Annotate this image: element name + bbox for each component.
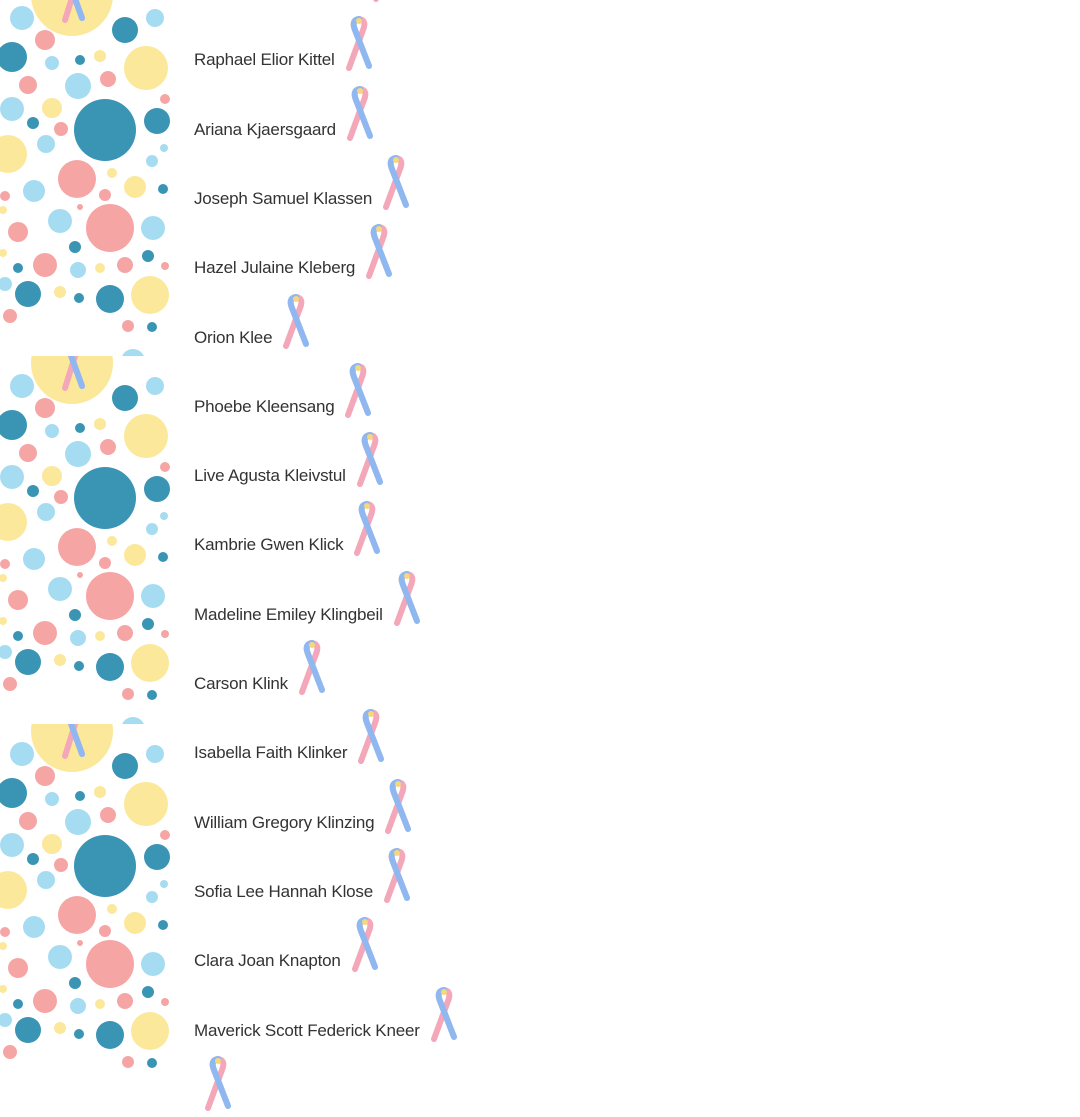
awareness-ribbon-icon <box>368 0 402 3</box>
list-item: Phoebe Kleensang <box>194 362 374 418</box>
person-name: Sofia Lee Hannah Klose <box>194 881 373 901</box>
person-name: Raphael Elior Kittel <box>194 50 335 70</box>
awareness-ribbon-icon <box>352 432 386 488</box>
awareness-ribbon-icon <box>426 986 460 1043</box>
person-name: Isabella Faith Klinker <box>194 743 348 763</box>
awareness-ribbon-icon <box>379 847 413 904</box>
list-item: Live Agusta Kleivstul <box>194 432 386 488</box>
list-item: Carter Brandt Kitchens <box>194 0 402 3</box>
awareness-ribbon-icon <box>389 570 423 627</box>
list-item: William Gregory Klinzing <box>194 778 414 834</box>
person-name: Madeline Emiley Klingbeil <box>194 604 383 624</box>
list-item: Hazel Julaine Kleberg <box>194 224 395 280</box>
awareness-ribbon-icon <box>380 778 414 835</box>
awareness-ribbon-icon <box>341 16 375 72</box>
list-item: Joseph Samuel Klassen <box>194 154 412 210</box>
awareness-ribbon-icon <box>340 362 374 419</box>
list-item: Maverick Scott Federick Kneer <box>194 986 460 1042</box>
person-name: Ariana Kjaersgaard <box>194 119 336 139</box>
person-name: Maverick Scott Federick Kneer <box>194 1020 420 1040</box>
polka-dot-sidebar <box>0 0 172 1080</box>
person-name: Carson Klink <box>194 674 288 693</box>
awareness-ribbon-icon <box>342 85 376 142</box>
list-item: Kambrie Gwen Klick <box>194 501 383 557</box>
name-list: Carter Brandt Kitchens Raphael Elior Kitt… <box>194 0 1074 1111</box>
list-item <box>194 1055 234 1111</box>
list-item: Isabella Faith Klinker <box>194 709 387 765</box>
person-name: Carter Brandt Kitchens <box>194 0 362 1</box>
person-name: Live Agusta Kleivstul <box>194 466 346 486</box>
person-name: Joseph Samuel Klassen <box>194 188 373 208</box>
list-item: Orion Klee <box>194 293 312 349</box>
person-name: Kambrie Gwen Klick <box>194 535 344 555</box>
person-name: Orion Klee <box>194 327 273 347</box>
list-item: Sofia Lee Hannah Klose <box>194 847 413 903</box>
awareness-ribbon-icon <box>347 917 381 973</box>
list-item: Carson Klink <box>194 639 328 695</box>
list-item: Ariana Kjaersgaard <box>194 85 376 141</box>
person-name: William Gregory Klinzing <box>194 812 375 832</box>
list-item: Madeline Emiley Klingbeil <box>194 570 423 626</box>
awareness-ribbon-icon <box>361 224 395 280</box>
awareness-ribbon-icon <box>278 293 312 350</box>
awareness-ribbon-icon <box>349 501 383 557</box>
list-item: Raphael Elior Kittel <box>194 16 375 72</box>
awareness-ribbon-icon <box>294 639 328 696</box>
awareness-ribbon-icon <box>200 1055 234 1112</box>
person-name: Clara Joan Knapton <box>194 951 341 971</box>
person-name: Phoebe Kleensang <box>194 396 335 416</box>
awareness-ribbon-icon <box>353 709 387 765</box>
list-item: Clara Joan Knapton <box>194 917 381 973</box>
person-name: Hazel Julaine Kleberg <box>194 258 356 278</box>
awareness-ribbon-icon <box>378 154 412 211</box>
